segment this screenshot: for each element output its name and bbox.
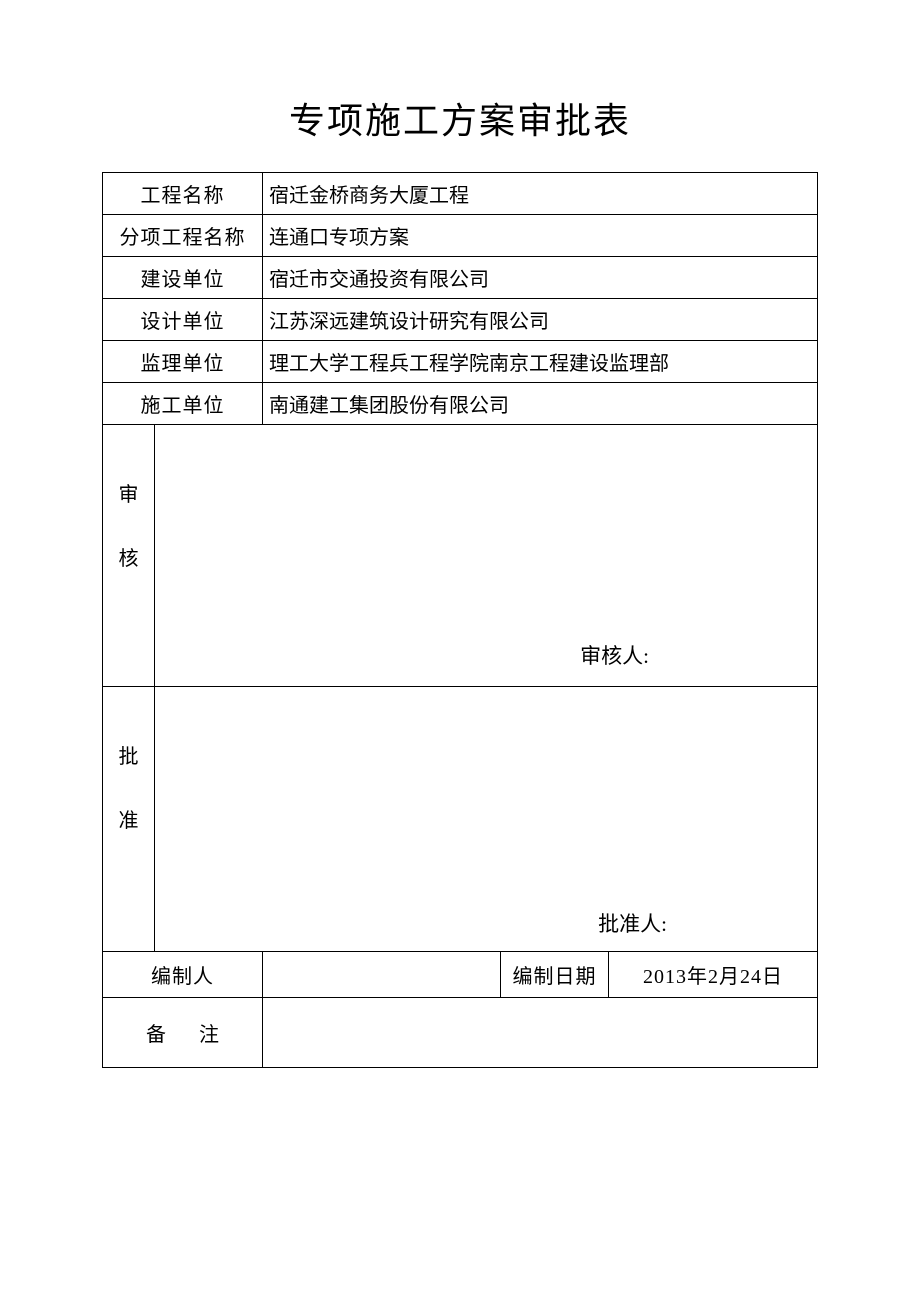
- date-value: 2013年2月24日: [609, 952, 818, 998]
- contractor-unit-value: 南通建工集团股份有限公司: [263, 383, 818, 425]
- contractor-unit-label: 施工单位: [103, 383, 263, 425]
- review-char-1: 审: [103, 463, 154, 527]
- review-label: 审 核: [103, 425, 155, 687]
- table-row: 建设单位 宿迁市交通投资有限公司: [103, 257, 818, 299]
- notes-row: 备 注: [103, 998, 818, 1068]
- review-row: 审 核 审核人:: [103, 425, 818, 687]
- design-unit-value: 江苏深远建筑设计研究有限公司: [263, 299, 818, 341]
- approval-char-2: 准: [103, 789, 154, 853]
- project-name-label: 工程名称: [103, 173, 263, 215]
- review-char-2: 核: [103, 527, 154, 591]
- author-label: 编制人: [103, 952, 263, 998]
- design-unit-label: 设计单位: [103, 299, 263, 341]
- project-name-value: 宿迁金桥商务大厦工程: [263, 173, 818, 215]
- review-content: 审核人:: [155, 425, 818, 687]
- date-label: 编制日期: [501, 952, 609, 998]
- approval-label: 批 准: [103, 687, 155, 952]
- approver-signature-label: 批准人:: [598, 908, 667, 938]
- table-row: 监理单位 理工大学工程兵工程学院南京工程建设监理部: [103, 341, 818, 383]
- construction-unit-value: 宿迁市交通投资有限公司: [263, 257, 818, 299]
- notes-value: [263, 998, 818, 1068]
- construction-unit-label: 建设单位: [103, 257, 263, 299]
- approval-content: 批准人:: [155, 687, 818, 952]
- table-row: 设计单位 江苏深远建筑设计研究有限公司: [103, 299, 818, 341]
- page-container: 专项施工方案审批表 工程名称 宿迁金桥商务大厦工程 分项工程名称 连通口专项方案…: [0, 0, 920, 1068]
- table-row: 分项工程名称 连通口专项方案: [103, 215, 818, 257]
- supervision-unit-label: 监理单位: [103, 341, 263, 383]
- table-row: 工程名称 宿迁金桥商务大厦工程: [103, 173, 818, 215]
- reviewer-signature-label: 审核人:: [580, 640, 649, 670]
- author-value: [263, 952, 501, 998]
- page-title: 专项施工方案审批表: [102, 92, 818, 144]
- notes-label: 备 注: [103, 998, 263, 1068]
- author-date-row: 编制人 编制日期 2013年2月24日: [103, 952, 818, 998]
- sub-project-name-label: 分项工程名称: [103, 215, 263, 257]
- approval-char-1: 批: [103, 725, 154, 789]
- table-row: 施工单位 南通建工集团股份有限公司: [103, 383, 818, 425]
- approval-row: 批 准 批准人:: [103, 687, 818, 952]
- sub-project-name-value: 连通口专项方案: [263, 215, 818, 257]
- supervision-unit-value: 理工大学工程兵工程学院南京工程建设监理部: [263, 341, 818, 383]
- approval-table: 工程名称 宿迁金桥商务大厦工程 分项工程名称 连通口专项方案 建设单位 宿迁市交…: [102, 172, 818, 1068]
